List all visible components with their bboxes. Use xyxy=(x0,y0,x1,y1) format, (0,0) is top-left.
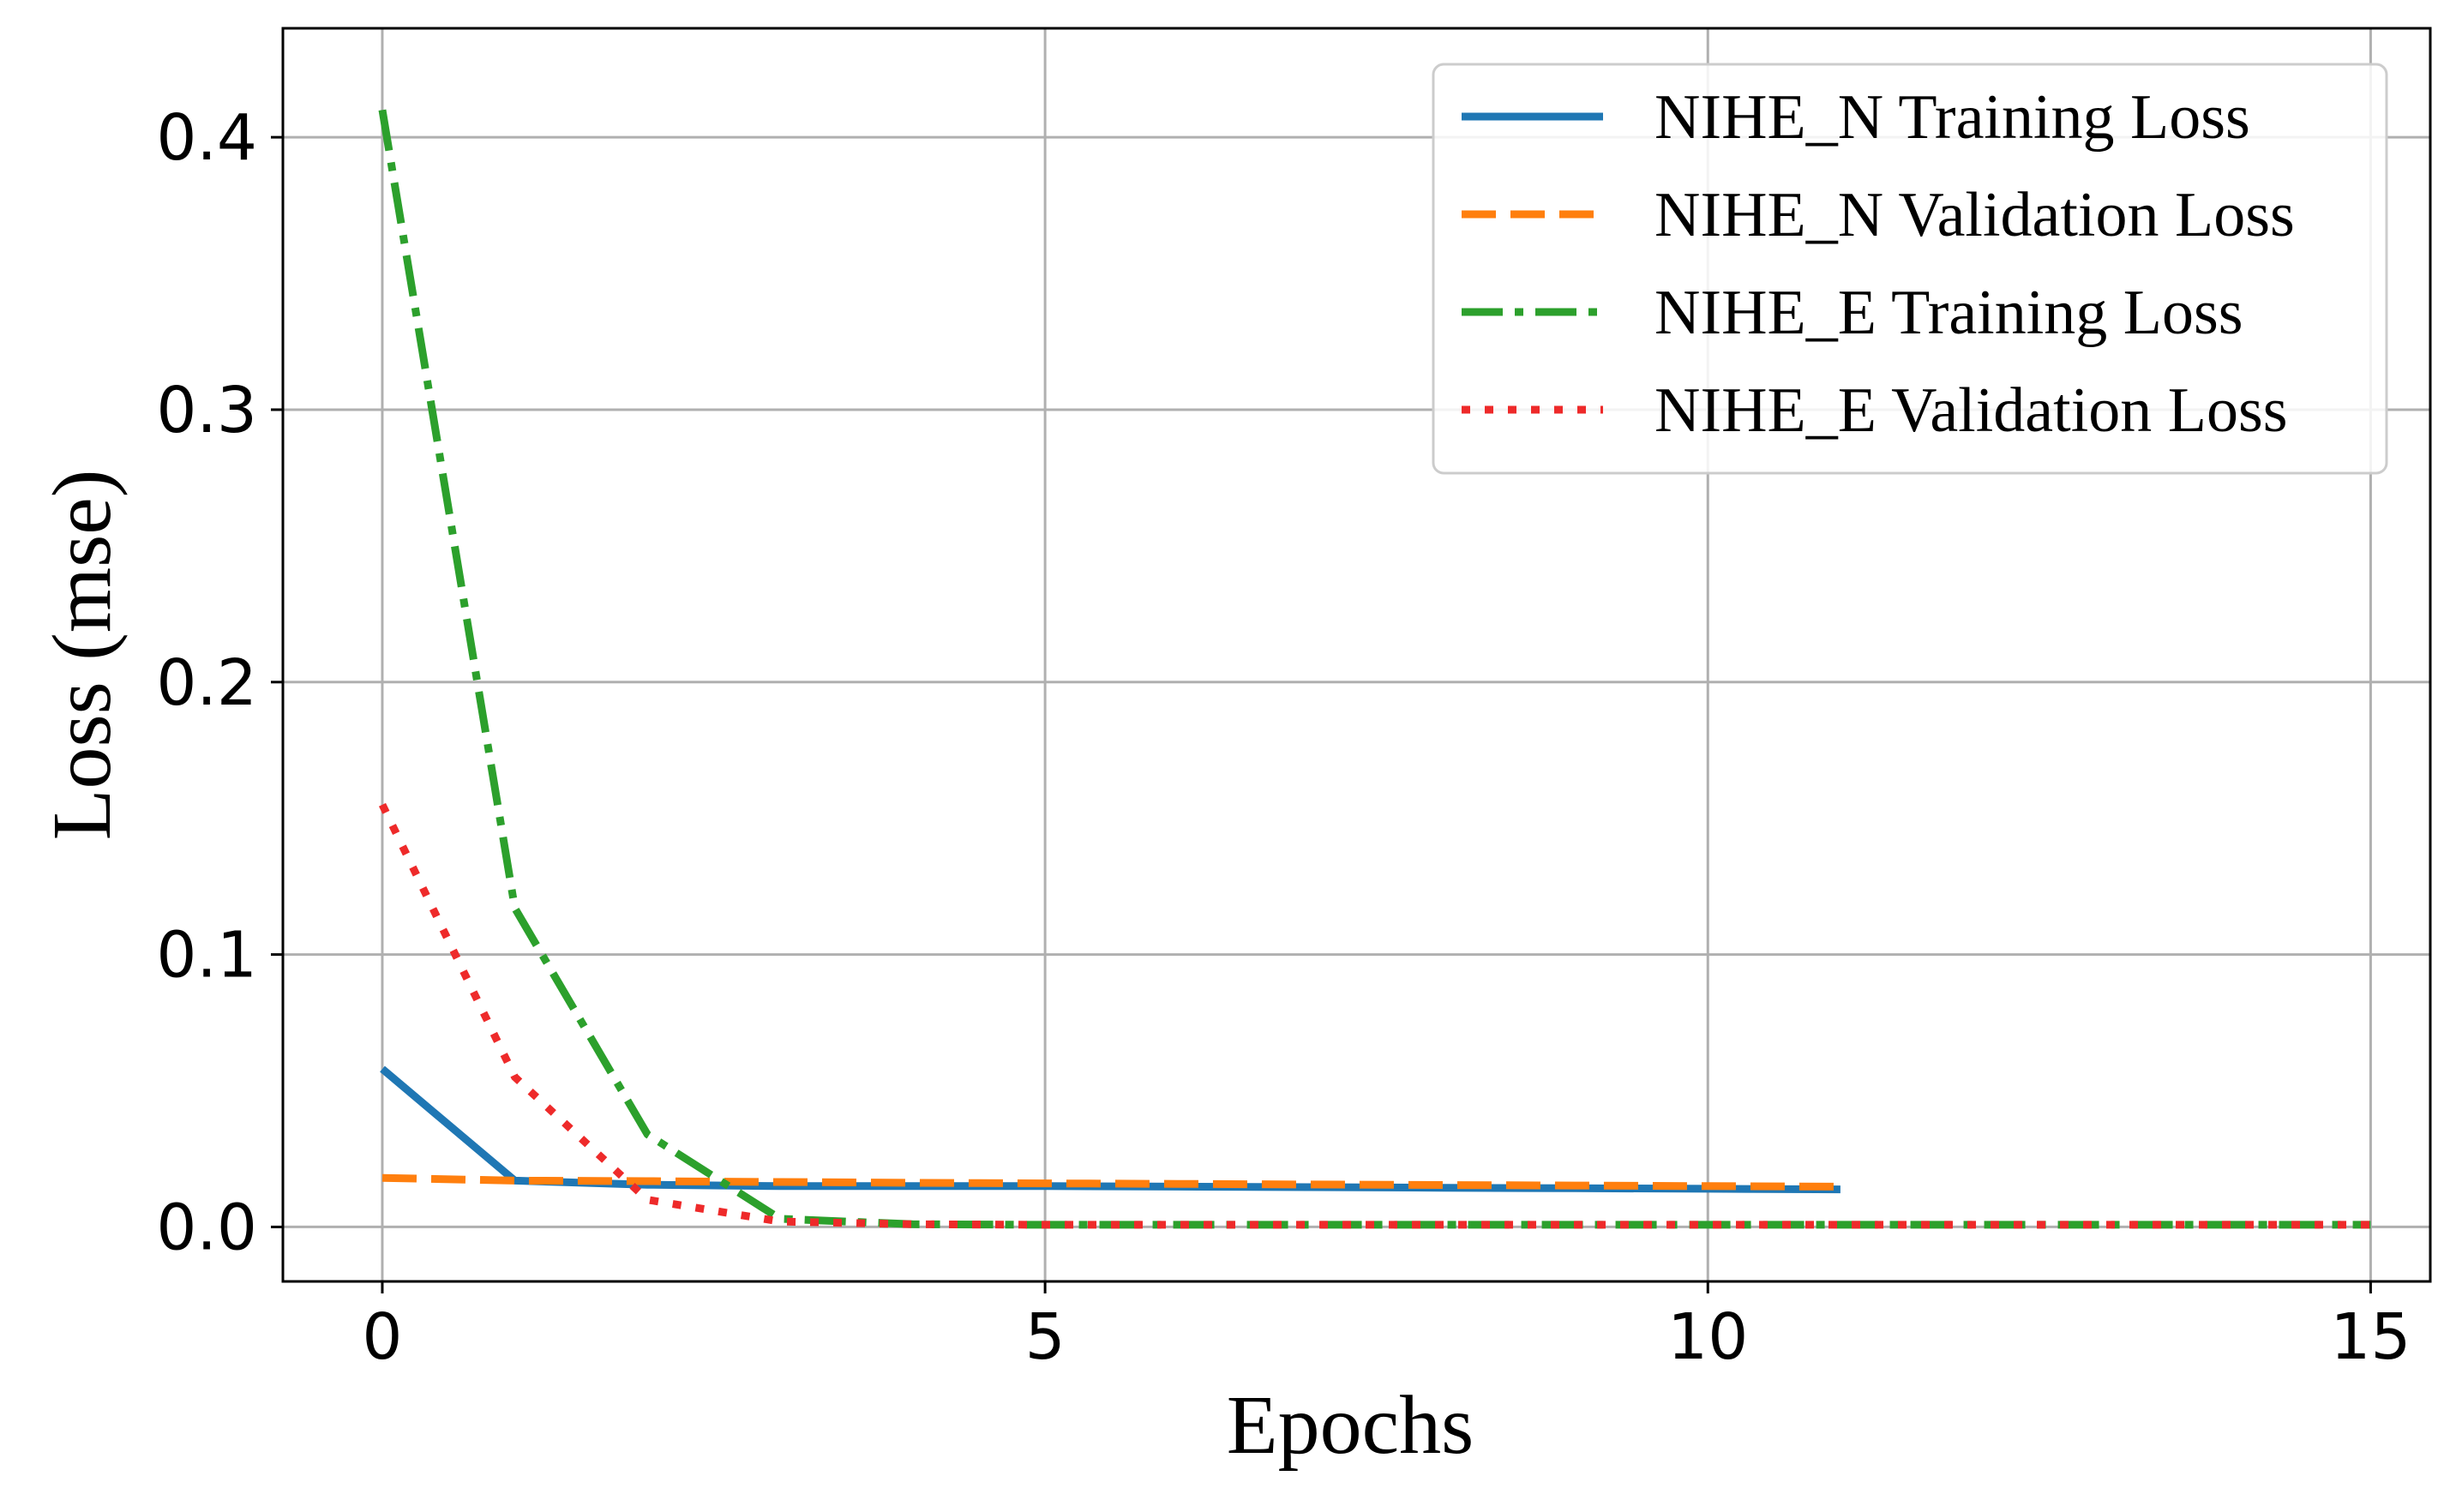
x-tick-label: 15 xyxy=(2330,1300,2411,1374)
series-lines xyxy=(378,109,2371,1229)
y-tick-label: 0.2 xyxy=(156,646,257,720)
x-tick-label: 5 xyxy=(1025,1300,1066,1374)
x-tick-label: 10 xyxy=(1667,1300,1748,1374)
y-tick-label: 0.0 xyxy=(156,1191,257,1264)
legend-label-4: NIHE_E Validation Loss xyxy=(1654,375,2288,446)
legend-label-2: NIHE_N Validation Loss xyxy=(1654,180,2295,250)
y-tick-label: 0.4 xyxy=(156,101,257,175)
x-tick-label: 0 xyxy=(362,1300,402,1374)
legend-label-1: NIHE_N Training Loss xyxy=(1654,82,2250,153)
plot-frame xyxy=(281,27,2432,1283)
series-line-4 xyxy=(378,802,2371,1229)
legend-label-3: NIHE_E Training Loss xyxy=(1654,278,2243,348)
series-line-1 xyxy=(380,1065,1840,1194)
legend-box xyxy=(1432,63,2388,475)
y-axis-title: Loss (mse) xyxy=(36,470,129,841)
y-tick-label: 0.1 xyxy=(156,919,257,993)
axis-ticks: 0 5 10 15 0.0 0.1 0.2 0.3 0.4 xyxy=(156,101,2411,1374)
x-axis-title: Epochs xyxy=(1227,1379,1474,1472)
y-tick-label: 0.3 xyxy=(156,374,257,447)
legend: NIHE_N Training Loss NIHE_N Validation Lo… xyxy=(1432,63,2388,475)
